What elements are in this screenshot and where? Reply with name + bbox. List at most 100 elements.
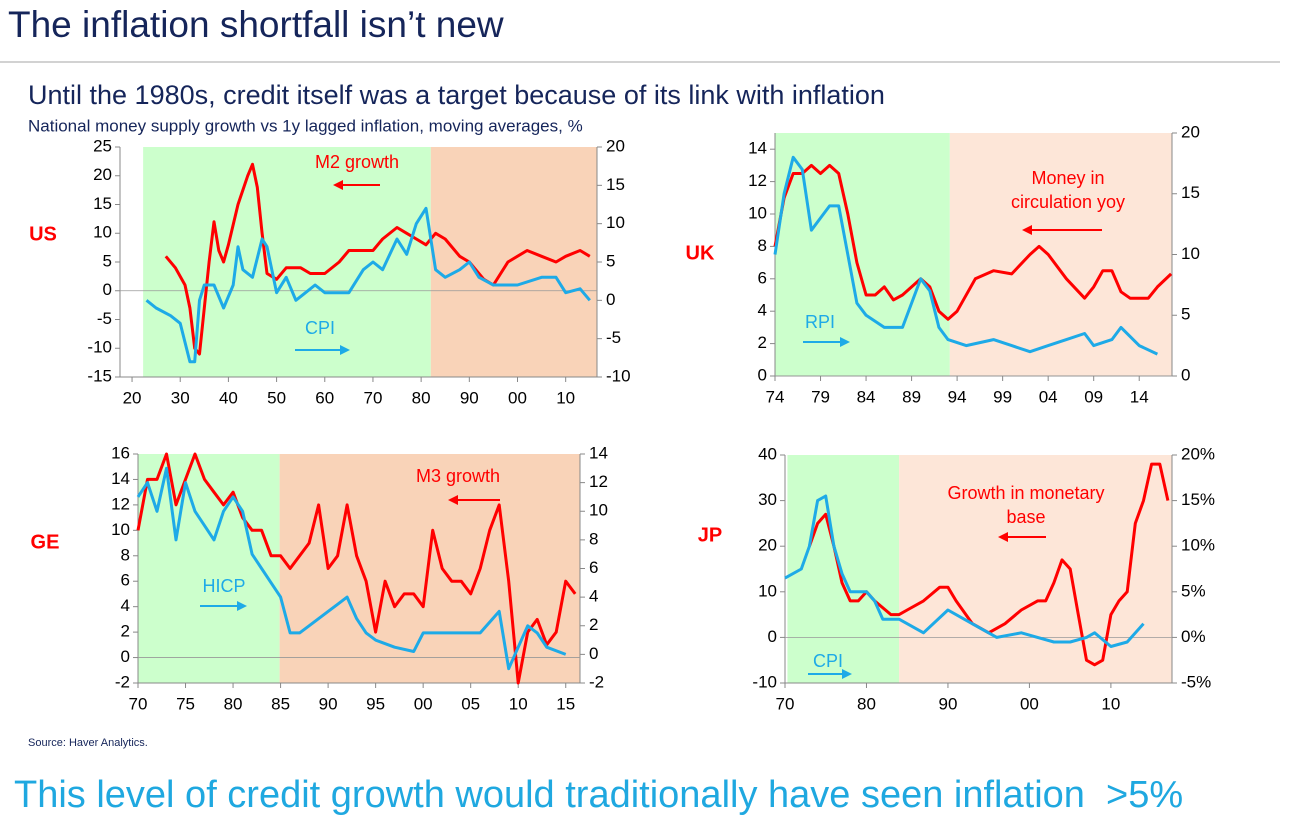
source: Source: Haver Analytics.: [28, 737, 148, 749]
y-tick-label: 25: [93, 136, 112, 155]
series-annotation: M3 growth: [415, 466, 501, 486]
period-shading: [949, 133, 1172, 376]
footer: This level of credit growth would tradit…: [14, 774, 1183, 816]
x-tick-label: 80: [857, 694, 876, 713]
annotation-arrowhead: [340, 345, 350, 355]
y-tick-label: 20: [93, 165, 112, 184]
y-tick-label: 12: [111, 494, 130, 513]
annotation-arrowhead: [840, 337, 850, 347]
y2-tick-label: 10: [589, 501, 608, 520]
y-tick-label: 20: [758, 536, 777, 555]
y-tick-label: 8: [758, 236, 767, 255]
x-tick-label: 50: [267, 388, 286, 407]
y-tick-label: 6: [758, 268, 767, 287]
y2-tick-label: -10: [606, 366, 631, 385]
y2-tick-label: 12: [589, 472, 608, 491]
y-tick-label: 0: [768, 627, 777, 646]
y-tick-label: 12: [748, 171, 767, 190]
y-tick-label: -10: [87, 338, 112, 357]
series-line: [807, 462, 1170, 667]
x-tick-label: 70: [776, 694, 795, 713]
y-tick-label: 2: [758, 333, 767, 352]
y2-tick-label: 20: [606, 136, 625, 155]
x-tick-label: 05: [461, 694, 480, 713]
series-annotation: Growth in monetary base: [947, 483, 1105, 527]
annotation-arrowhead: [1022, 225, 1032, 235]
series-line: [145, 206, 591, 364]
x-tick-label: 90: [319, 694, 338, 713]
series-annotation: Money in circulation yoy: [1010, 168, 1126, 212]
country-label: US: [29, 223, 57, 245]
y2-tick-label: 5: [1181, 305, 1190, 324]
y2-tick-label: 0: [589, 644, 598, 663]
y2-tick-label: 10%: [1181, 536, 1215, 555]
x-tick-label: 15: [556, 694, 575, 713]
x-tick-label: 89: [902, 387, 921, 406]
country-label: JP: [698, 524, 722, 546]
y-tick-label: 0: [103, 280, 112, 299]
x-tick-label: 70: [129, 694, 148, 713]
y-tick-label: 4: [758, 301, 767, 320]
period-shading: [787, 455, 900, 683]
x-tick-label: 10: [556, 388, 575, 407]
y2-tick-label: -5%: [1181, 672, 1211, 691]
series-line: [784, 494, 1145, 648]
series-line: [136, 466, 567, 671]
description: National money supply growth vs 1y lagge…: [28, 116, 583, 135]
y-tick-label: 0: [121, 647, 130, 666]
y-tick-label: -2: [115, 672, 130, 691]
y2-tick-label: 20%: [1181, 444, 1215, 463]
annotation-arrowhead: [842, 669, 852, 679]
y-tick-label: 10: [111, 520, 130, 539]
series-line: [136, 452, 577, 685]
period-shading: [279, 454, 580, 683]
y-tick-label: 40: [758, 444, 777, 463]
subtitle: Until the 1980s, credit itself was a tar…: [28, 80, 885, 110]
annotation-arrowhead: [237, 601, 247, 611]
x-tick-label: 40: [219, 388, 238, 407]
y-tick-label: 10: [93, 223, 112, 242]
period-shading: [430, 147, 597, 377]
country-label: GE: [31, 531, 60, 553]
y2-tick-label: 8: [589, 529, 598, 548]
y-tick-label: 10: [748, 203, 767, 222]
slide-title: The inflation shortfall isn’t new: [8, 4, 504, 45]
x-tick-label: 90: [460, 388, 479, 407]
period-shading: [143, 147, 431, 377]
x-tick-label: 00: [1020, 694, 1039, 713]
y-tick-label: 30: [758, 490, 777, 509]
x-tick-label: 79: [811, 387, 830, 406]
annotation-arrowhead: [998, 532, 1008, 542]
series-annotation: M2 growth: [314, 152, 400, 172]
x-tick-label: 14: [1130, 387, 1149, 406]
annotation-arrowhead: [333, 180, 343, 190]
x-tick-label: 00: [508, 388, 527, 407]
x-tick-label: 30: [171, 388, 190, 407]
country-label: UK: [686, 242, 715, 264]
x-tick-label: 80: [412, 388, 431, 407]
x-tick-label: 94: [948, 387, 967, 406]
y-tick-label: 6: [121, 571, 130, 590]
y2-tick-label: 10: [606, 213, 625, 232]
x-tick-label: 75: [176, 694, 195, 713]
y2-tick-label: 0: [1181, 365, 1190, 384]
y2-tick-label: 0: [606, 290, 615, 309]
y-tick-label: 16: [111, 443, 130, 462]
y-tick-label: 15: [93, 194, 112, 213]
y-tick-label: 14: [111, 469, 130, 488]
x-tick-label: 85: [271, 694, 290, 713]
series-line: [773, 155, 1159, 356]
y-tick-label: -15: [87, 366, 112, 385]
y2-tick-label: 15: [1181, 183, 1200, 202]
series-annotation: CPI: [812, 651, 843, 671]
x-tick-label: 20: [123, 388, 142, 407]
y2-tick-label: 5: [606, 251, 615, 270]
x-tick-label: 00: [414, 694, 433, 713]
y-tick-label: 8: [121, 545, 130, 564]
y2-tick-label: 6: [589, 558, 598, 577]
y2-tick-label: 2: [589, 615, 598, 634]
x-tick-label: 09: [1084, 387, 1103, 406]
y-tick-label: -5: [97, 309, 112, 328]
x-tick-label: 95: [366, 694, 385, 713]
